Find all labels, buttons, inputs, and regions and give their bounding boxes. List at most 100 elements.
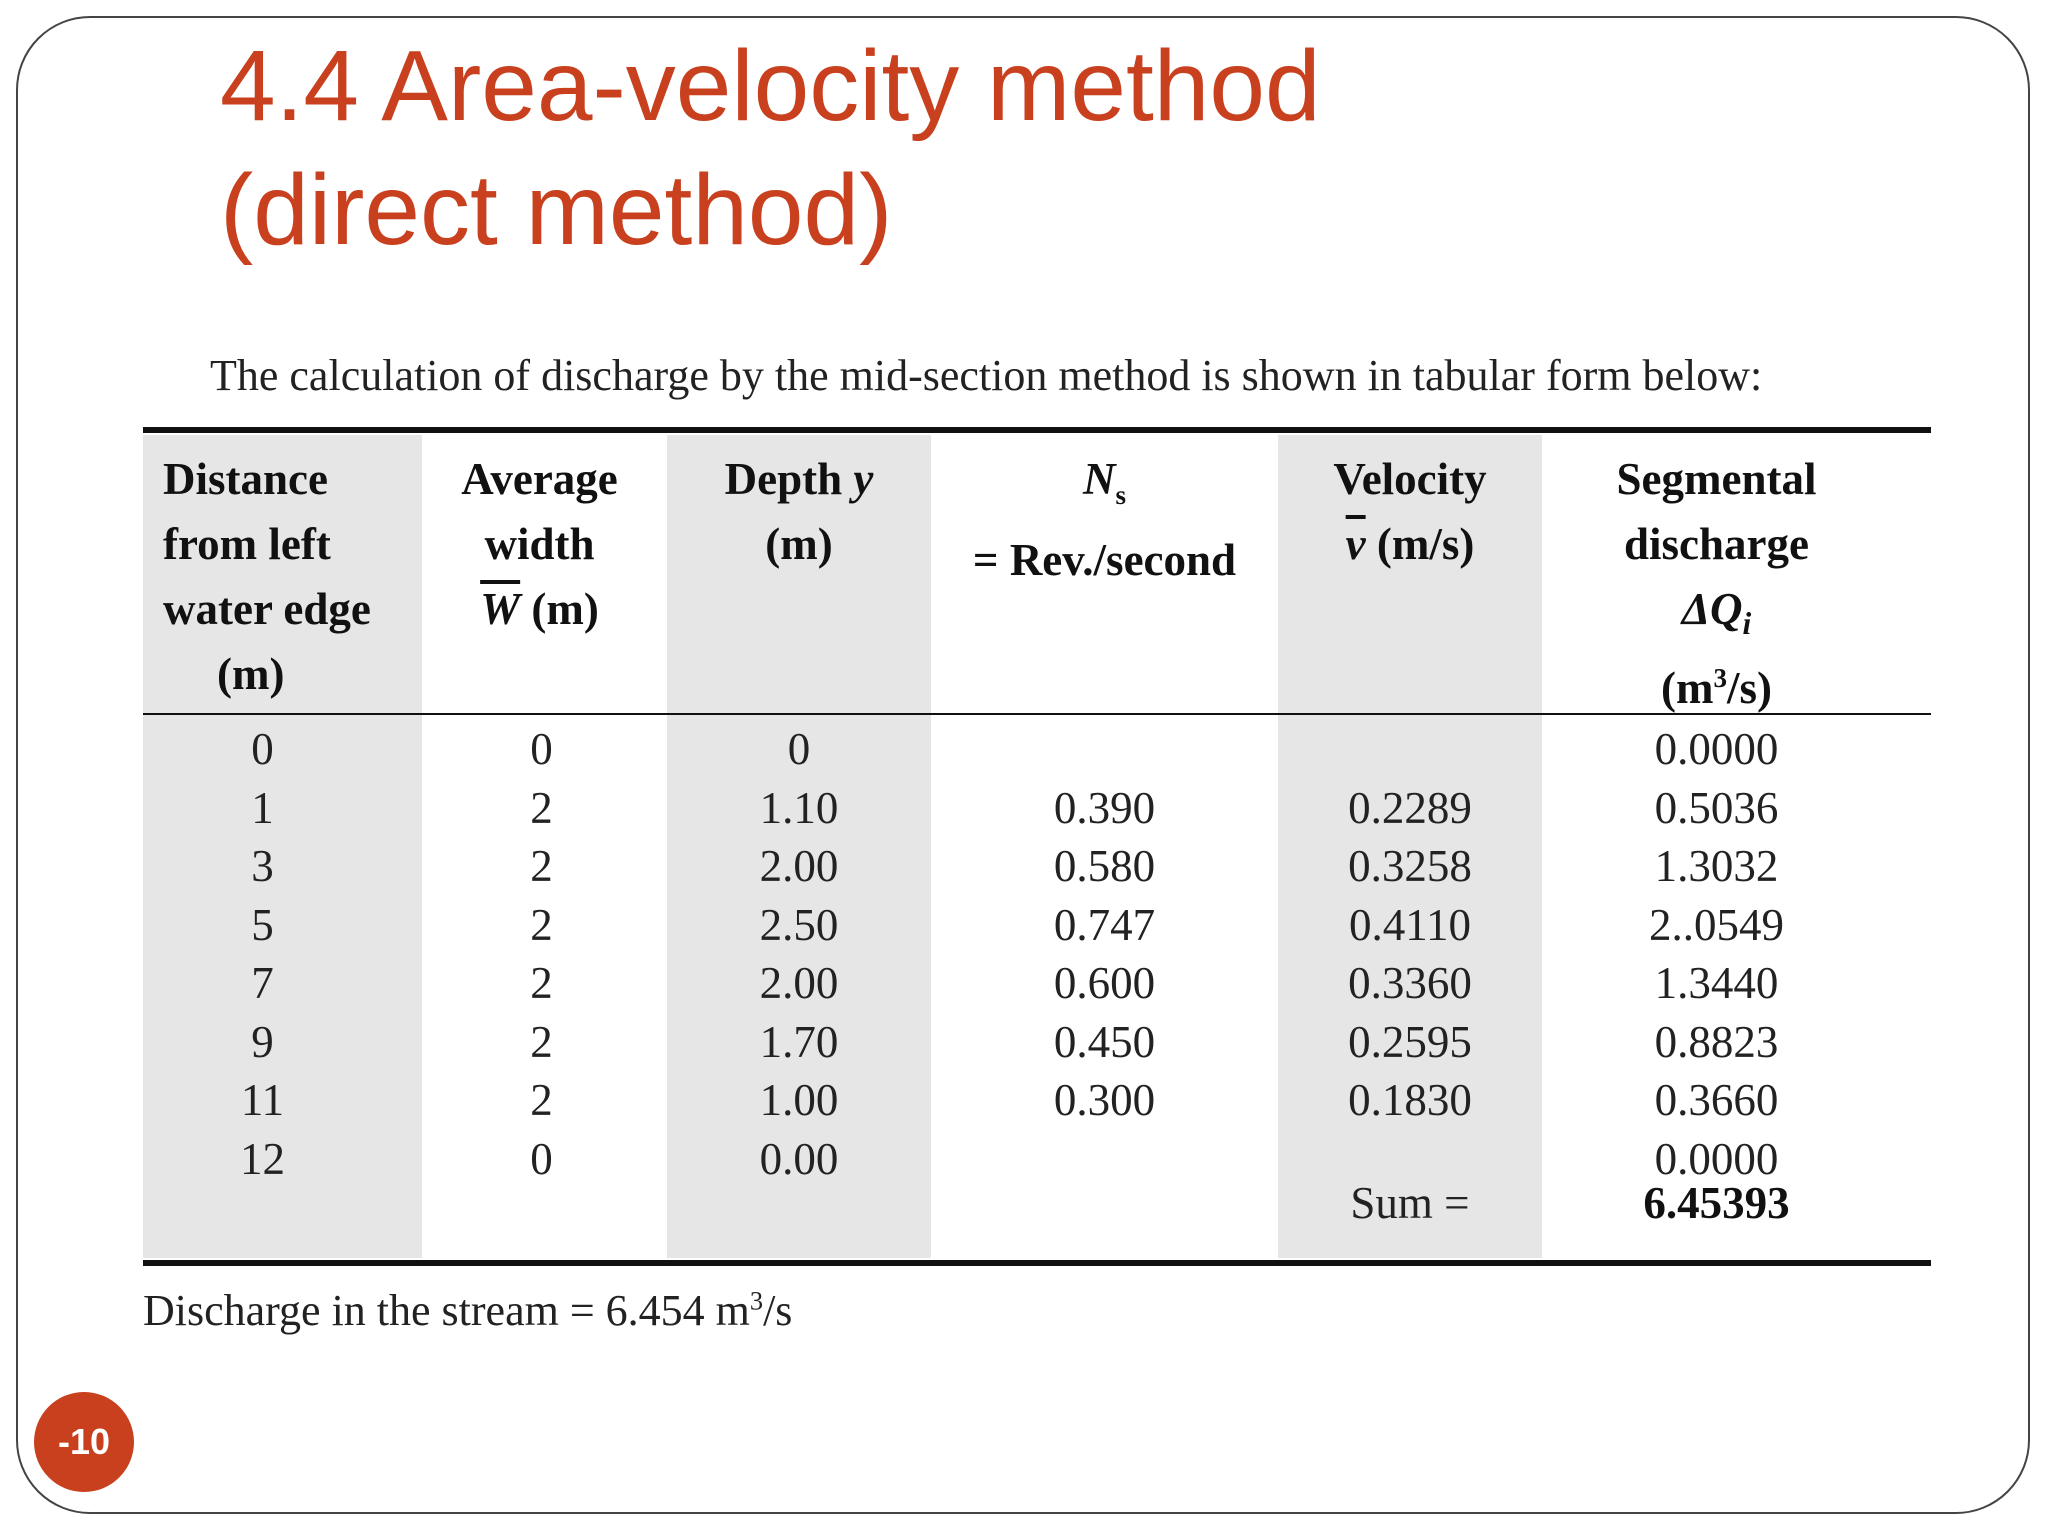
cell-discharge: 0.3660	[1654, 1075, 1779, 1125]
cell-velocity: 0.2595	[1348, 1016, 1472, 1067]
header-discharge-symbol: ΔQ	[1681, 584, 1743, 634]
cell-width: 0	[530, 1133, 553, 1184]
header-depth-symbol: y	[853, 454, 874, 504]
page-number-badge: -10	[34, 1392, 134, 1492]
column-ns: Ns = Rev./second 0.390 0.580 0.747 0.600…	[931, 427, 1278, 1266]
footnote-sup: 3	[749, 1285, 764, 1316]
header-distance-line: Distance	[163, 454, 328, 504]
header-distance-line: from left	[163, 519, 331, 569]
header-discharge-subscript: i	[1742, 606, 1752, 641]
cell-distance: 11	[240, 1075, 285, 1125]
cell-distance: 7	[251, 958, 274, 1008]
cell-velocity: 0.3258	[1348, 841, 1472, 891]
cell-depth: 0.00	[759, 1133, 839, 1184]
values-distance: 0 1 3 5 7 9 11 12	[123, 720, 402, 1188]
header-discharge-line: ΔQi	[1522, 577, 1911, 656]
header-velocity: Velocity v (m/s)	[1278, 447, 1542, 577]
cell-width: 2	[530, 958, 553, 1008]
values-ns: 0.390 0.580 0.747 0.600 0.450 0.300	[931, 720, 1278, 1188]
cell-velocity: 0.4110	[1348, 899, 1472, 950]
column-width: Average width W (m) 0 2 2 2 2 2 2 0	[422, 427, 667, 1266]
cell-distance: 5	[251, 899, 274, 950]
cell-depth: 1.70	[759, 1016, 839, 1067]
header-ns-line: = Rev./second	[972, 535, 1237, 585]
cell-width: 2	[530, 841, 553, 891]
cell-distance: 9	[251, 1016, 274, 1067]
cell-ns: 0.747	[1053, 899, 1156, 950]
cell-ns: 0.300	[1053, 1075, 1156, 1125]
values-discharge: 0.0000 0.5036 1.3032 2..0549 1.3440 0.88…	[1522, 720, 1911, 1188]
column-discharge: Segmental discharge ΔQi (m3/s) 0.0000 0.…	[1542, 427, 1931, 1266]
header-distance: Distance from left water edge (m)	[163, 447, 422, 707]
cell-width: 2	[530, 1016, 553, 1067]
cell-depth: 1.00	[759, 1075, 839, 1125]
header-width-line: W (m)	[417, 577, 662, 642]
cell-depth: 1.10	[759, 782, 839, 833]
cell-velocity	[1278, 720, 1542, 779]
cell-ns	[931, 1130, 1278, 1189]
header-distance-line: (m)	[217, 649, 285, 699]
header-ns-symbol: N	[1082, 454, 1116, 504]
header-discharge-unit-b: /s)	[1726, 663, 1772, 713]
table-top-rule	[143, 427, 1931, 433]
header-width-line: Average	[461, 454, 618, 504]
cell-ns: 0.390	[1053, 782, 1156, 833]
cell-distance: 3	[251, 841, 274, 891]
cell-depth: 2.00	[759, 958, 839, 1008]
header-width-line: width	[484, 519, 595, 569]
header-discharge-unit-sup: 3	[1713, 663, 1727, 693]
cell-discharge: 0.0000	[1654, 1133, 1779, 1184]
cell-width: 2	[530, 899, 553, 950]
cell-ns: 0.600	[1053, 958, 1156, 1008]
header-width-symbol: W	[480, 584, 521, 634]
cell-discharge: 1.3440	[1654, 958, 1779, 1008]
header-velocity-line: Velocity	[1333, 454, 1487, 504]
cell-distance: 1	[251, 782, 274, 833]
values-width: 0 2 2 2 2 2 2 0	[419, 720, 664, 1188]
values-velocity: 0.2289 0.3258 0.4110 0.3360 0.2595 0.183…	[1278, 720, 1542, 1188]
sum-label: Sum =	[1350, 1178, 1470, 1228]
cell-width: 2	[530, 782, 553, 833]
slide-frame	[16, 16, 2030, 1514]
header-distance-line: water edge	[163, 584, 371, 634]
column-shade-depth	[667, 435, 931, 1258]
cell-depth: 2.50	[759, 899, 839, 950]
header-depth: Depth y (m)	[667, 447, 931, 577]
cell-depth: 2.00	[759, 841, 839, 891]
slide-title-line-2: (direct method)	[220, 154, 893, 266]
header-discharge-line: (m3/s)	[1522, 656, 1911, 721]
discharge-table: Distance from left water edge (m) 0 1 3 …	[143, 427, 1931, 1266]
footnote-unit-tail: /s	[763, 1286, 793, 1335]
table-header-rule	[143, 713, 1931, 715]
cell-distance: 0	[251, 724, 274, 774]
column-depth: Depth y (m) 0 1.10 2.00 2.50 2.00 1.70 1…	[667, 427, 931, 1266]
header-ns: Ns = Rev./second	[931, 447, 1278, 593]
cell-ns	[931, 720, 1278, 779]
header-discharge-unit-a: (m	[1661, 663, 1714, 713]
header-discharge-line: Segmental	[1616, 454, 1817, 504]
slide-title: 4.4 Area-velocity method (direct method)	[220, 24, 1321, 272]
cell-discharge: 0.5036	[1654, 782, 1779, 833]
cell-width: 0	[530, 724, 553, 774]
header-ns-subscript: s	[1115, 480, 1126, 510]
column-shade-distance	[143, 435, 422, 1258]
cell-discharge: 1.3032	[1654, 841, 1779, 891]
header-velocity-line: v (m/s)	[1278, 512, 1542, 577]
header-velocity-unit: (m/s)	[1376, 519, 1475, 569]
header-ns-line: Ns	[931, 447, 1278, 528]
column-velocity: Velocity v (m/s) 0.2289 0.3258 0.4110 0.…	[1278, 427, 1542, 1266]
cell-distance: 12	[240, 1133, 285, 1184]
table-bottom-rule	[143, 1260, 1931, 1266]
header-velocity-symbol: v	[1345, 519, 1366, 569]
cell-velocity: 0.3360	[1348, 958, 1472, 1008]
header-depth-line: Depth y	[667, 447, 931, 512]
cell-ns: 0.580	[1053, 841, 1156, 891]
sum-value: 6.45393	[1643, 1178, 1790, 1228]
cell-velocity: 0.1830	[1348, 1075, 1472, 1125]
cell-width: 2	[530, 1075, 553, 1125]
table-caption: The calculation of discharge by the mid-…	[210, 351, 1763, 400]
header-depth-label: Depth	[724, 454, 843, 504]
header-width-unit: (m)	[531, 584, 599, 634]
slide-title-line-1: 4.4 Area-velocity method	[220, 30, 1321, 142]
